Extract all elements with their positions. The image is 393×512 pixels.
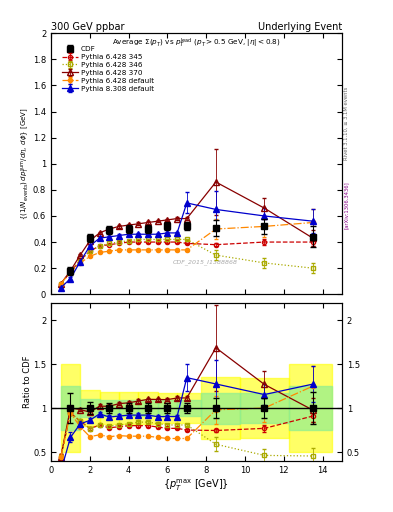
Text: Rivet 3.1.10, ≥ 3.1M events: Rivet 3.1.10, ≥ 3.1M events — [344, 86, 349, 160]
Bar — [240, 393, 288, 423]
Text: [arXiv:1306.3436]: [arXiv:1306.3436] — [344, 181, 349, 229]
Bar — [61, 386, 80, 430]
Bar — [240, 378, 288, 438]
Bar — [177, 400, 201, 416]
Bar — [201, 377, 240, 439]
Legend: CDF, Pythia 6.428 345, Pythia 6.428 346, Pythia 6.428 370, Pythia 6.428 default,: CDF, Pythia 6.428 345, Pythia 6.428 346,… — [61, 45, 155, 93]
Y-axis label: Ratio to CDF: Ratio to CDF — [23, 355, 32, 408]
Bar — [158, 393, 177, 423]
Text: 300 GeV ppbar: 300 GeV ppbar — [51, 22, 125, 32]
Bar — [201, 393, 240, 423]
Text: Average $\Sigma(p_T)$ vs $p_T^\mathrm{lead}$ ($p_T > 0.5$ GeV, $|\eta| < 0.8$): Average $\Sigma(p_T)$ vs $p_T^\mathrm{le… — [112, 37, 281, 51]
Bar — [288, 364, 332, 452]
Y-axis label: $\{(1/N_\mathrm{events})\, dp_T^\mathrm{sum}/d\eta,\, d\phi\}$ [GeV]: $\{(1/N_\mathrm{events})\, dp_T^\mathrm{… — [20, 108, 31, 220]
Bar — [80, 390, 99, 426]
Bar — [99, 392, 119, 424]
X-axis label: $\{p_T^\mathrm{max}$ [GeV]$\}$: $\{p_T^\mathrm{max}$ [GeV]$\}$ — [163, 477, 230, 493]
Bar — [138, 392, 158, 424]
Bar — [138, 400, 158, 416]
Bar — [119, 400, 138, 416]
Bar — [99, 400, 119, 416]
Bar — [177, 393, 201, 423]
Text: Underlying Event: Underlying Event — [258, 22, 342, 32]
Bar — [158, 400, 177, 416]
Bar — [80, 399, 99, 417]
Bar — [288, 386, 332, 430]
Bar — [119, 392, 138, 424]
Bar — [61, 364, 80, 452]
Text: CDF_2015_I1388868: CDF_2015_I1388868 — [173, 259, 238, 265]
